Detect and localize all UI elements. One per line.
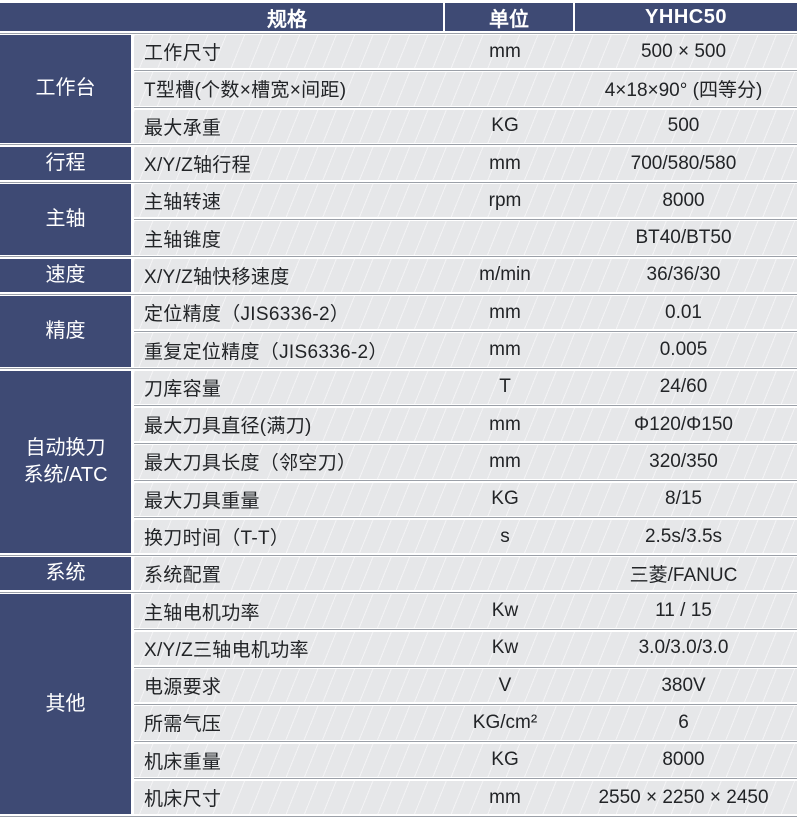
spec-unit: s <box>500 525 510 547</box>
spec-row: 主轴转速 rpm 8000 <box>0 181 797 218</box>
spec-value: 3.0/3.0/3.0 <box>638 637 729 659</box>
spec-unit: mm <box>489 786 521 808</box>
spec-table: 规格 单位 YHHC50 工作台 工作尺寸 mm 500 × 500 T型槽(个数×槽宽… <box>0 3 797 815</box>
header-spec-label: 规格 <box>267 8 307 31</box>
spec-unit: V <box>498 674 512 696</box>
spec-name: 主轴锥度 <box>144 229 222 251</box>
spec-value: 11 / 15 <box>655 600 712 622</box>
spec-row: 最大刀具直径(满刀) mm Φ120/Φ150 <box>134 405 797 442</box>
spec-value: 4×18×90° (四等分) <box>604 80 763 102</box>
spec-row: 主轴锥度 BT40/BT50 <box>134 218 797 255</box>
spec-row: 所需气压 KG/cm² 6 <box>134 703 797 740</box>
spec-value: 6 <box>678 711 689 733</box>
spec-row: 重复定位精度（JIS6336-2） mm 0.005 <box>134 330 797 367</box>
spec-row: 定位精度（JIS6336-2） mm 0.01 <box>0 293 797 330</box>
category-cell: 工作台 <box>0 35 131 143</box>
spec-unit: rpm <box>488 189 522 211</box>
spec-name: 刀库容量 <box>144 378 222 400</box>
spec-unit: Kw <box>491 637 519 659</box>
spec-name: 工作尺寸 <box>144 43 222 65</box>
spec-unit: Kw <box>491 600 519 622</box>
spec-value: 500 × 500 <box>640 40 727 62</box>
spec-value: 320/350 <box>649 450 718 472</box>
spec-unit: mm <box>489 450 521 472</box>
category-cell: 自动换刀 系统/ATC <box>0 370 131 554</box>
table-header-row: 规格 单位 YHHC50 <box>0 3 797 31</box>
spec-row: 最大刀具长度（邻空刀） mm 320/350 <box>134 442 797 479</box>
spec-row: 机床尺寸 mm 2550 × 2250 × 2450 <box>134 778 797 815</box>
header-unit-label: 单位 <box>443 3 573 31</box>
spec-name: 主轴转速 <box>144 192 222 214</box>
category-cell: 行程 <box>0 146 131 181</box>
category-cell: 其他 <box>0 594 131 815</box>
spec-row: X/Y/Z轴行程 mm 700/580/580 <box>0 144 797 181</box>
spec-name: 最大刀具长度（邻空刀） <box>144 453 357 475</box>
spec-value: 8/15 <box>665 488 702 510</box>
spec-name: T型槽(个数×槽宽×间距) <box>144 80 347 102</box>
spec-name: 电源要求 <box>144 677 222 699</box>
spec-unit: T <box>499 376 511 398</box>
spec-value: 0.01 <box>665 301 702 323</box>
spec-name: X/Y/Z轴快移速度 <box>144 266 290 288</box>
spec-unit: KG <box>491 749 519 771</box>
spec-unit: KG <box>491 115 519 137</box>
spec-name: 机床尺寸 <box>144 789 222 811</box>
spec-name: X/Y/Z轴行程 <box>144 155 251 177</box>
spec-row: 刀库容量 T 24/60 <box>0 368 797 404</box>
spec-unit: mm <box>489 301 521 323</box>
category-cell: 速度 <box>0 258 131 293</box>
spec-name: 重复定位精度（JIS6336-2） <box>144 341 388 363</box>
spec-row: 最大承重 KG 500 <box>134 107 797 143</box>
spec-row: 工作尺寸 mm 500 × 500 <box>0 32 797 69</box>
spec-unit: mm <box>489 40 521 62</box>
spec-unit: m/min <box>479 264 531 286</box>
spec-value: 380V <box>661 674 706 696</box>
header-model-label: YHHC50 <box>573 3 797 31</box>
spec-value: 0.005 <box>659 339 708 361</box>
spec-unit: mm <box>489 152 521 174</box>
spec-value: 500 <box>667 115 700 137</box>
spec-name: 定位精度（JIS6336-2） <box>144 304 350 326</box>
spec-value: Φ120/Φ150 <box>634 413 733 435</box>
category-cell: 主轴 <box>0 184 131 255</box>
category-cell: 精度 <box>0 296 131 367</box>
spec-name: 换刀时间（T-T） <box>144 528 290 549</box>
spec-unit: mm <box>489 339 521 361</box>
spec-unit: KG/cm² <box>472 711 538 733</box>
spec-value: 8000 <box>662 189 705 211</box>
spec-value: 2.5s/3.5s <box>644 525 723 547</box>
spec-name: 系统配置 <box>144 565 222 587</box>
table-bottom-border <box>0 816 797 817</box>
spec-row: 换刀时间（T-T） s 2.5s/3.5s <box>134 517 797 554</box>
spec-name: 最大刀具直径(满刀) <box>144 416 312 438</box>
spec-row: T型槽(个数×槽宽×间距) 4×18×90° (四等分) <box>134 69 797 106</box>
spec-name: 最大刀具重量 <box>144 490 260 512</box>
spec-name: 所需气压 <box>144 714 222 736</box>
spec-row: X/Y/Z轴快移速度 m/min 36/36/30 <box>0 256 797 293</box>
spec-row: 系统配置 三菱/FANUC <box>0 554 797 591</box>
spec-name: 主轴电机功率 <box>144 602 260 624</box>
spec-row: 机床重量 KG 8000 <box>134 741 797 777</box>
spec-row: X/Y/Z三轴电机功率 Kw 3.0/3.0/3.0 <box>134 629 797 666</box>
spec-unit: KG <box>491 488 519 510</box>
spec-name: 最大承重 <box>144 117 222 139</box>
spec-value: 2550 × 2250 × 2450 <box>598 786 769 808</box>
spec-unit: mm <box>489 413 521 435</box>
spec-name: X/Y/Z三轴电机功率 <box>144 639 309 661</box>
spec-row: 主轴电机功率 Kw 11 / 15 <box>0 591 797 628</box>
spec-value: 8000 <box>662 749 705 771</box>
spec-value: BT40/BT50 <box>635 227 732 249</box>
spec-value: 36/36/30 <box>646 264 721 286</box>
spec-row: 电源要求 V 380V <box>134 666 797 703</box>
spec-value: 三菱/FANUC <box>629 565 738 587</box>
spec-row: 最大刀具重量 KG 8/15 <box>134 480 797 516</box>
category-cell: 系统 <box>0 557 131 591</box>
spec-value: 700/580/580 <box>630 152 737 174</box>
spec-name: 机床重量 <box>144 751 222 773</box>
spec-value: 24/60 <box>659 376 708 398</box>
